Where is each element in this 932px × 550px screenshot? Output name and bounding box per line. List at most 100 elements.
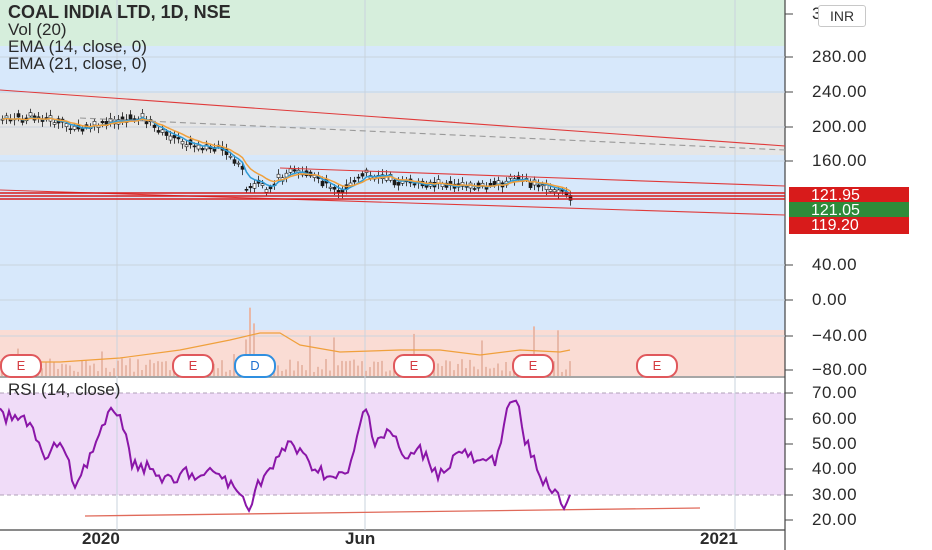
candle-body [108,118,113,123]
volume-bar [437,363,439,376]
volume-bar [501,370,503,376]
volume-bar [377,361,379,376]
volume-bar [229,369,231,376]
volume-bar [461,359,463,376]
volume-bar [133,371,135,376]
volume-bar [369,367,371,376]
trendline-dashed[interactable] [79,117,786,151]
candle-body [244,188,249,191]
earnings-badge[interactable]: E [512,354,554,378]
volume-bar [249,307,251,376]
candle-body [68,128,73,131]
candle-body [544,184,549,190]
volume-bar [561,371,563,376]
candle-body [268,186,273,190]
price-tag[interactable]: 119.20 [789,217,909,234]
volume-bar [389,370,391,376]
price-axis-label: 40.00 [812,255,858,274]
price-tag[interactable]: 121.05 [789,202,909,219]
volume-bar [481,340,483,376]
volume-bar [381,360,383,376]
axis-ticks [785,13,793,521]
volume-bar [77,371,79,376]
candle-body [320,180,325,187]
volume-bar [61,363,63,376]
candle-body [168,135,173,141]
earnings-badge[interactable]: E [172,354,214,378]
volume-bar [445,360,447,376]
candle-body [144,121,149,125]
candle-body [356,176,361,179]
candle-body [0,118,5,121]
volume-bar [469,359,471,376]
chart-legend[interactable]: COAL INDIA LTD, 1D, NSE Vol (20) EMA (14… [8,2,231,73]
earnings-badge[interactable]: E [0,354,42,378]
volume-bar [141,369,143,376]
trendline-channel-bottom[interactable] [0,189,786,216]
rsi-axis-label: 30.00 [812,485,858,504]
volume-bar [93,363,95,376]
candle-body [492,181,497,186]
zone-blue-main [0,155,785,330]
earnings-badge[interactable]: E [393,354,435,378]
volume-bar [113,368,115,376]
volume-bar [117,360,119,376]
candle-body [172,135,177,139]
candle-body [232,159,237,164]
price-axis-label: 280.00 [812,47,867,66]
volume-bar [145,364,147,376]
candle-body [160,129,165,133]
dividend-badge[interactable]: D [234,354,276,378]
candle-body [352,180,357,183]
trendline-channel-top[interactable] [279,167,786,187]
volume-bar [53,361,55,376]
volume-bar [109,371,111,376]
price-axis-label: −40.00 [812,326,868,345]
symbol-title[interactable]: COAL INDIA LTD, 1D, NSE [8,2,231,22]
rsi-band [0,393,785,495]
volume-bar [313,371,315,376]
price-axis-panel[interactable] [785,0,932,550]
earnings-badge[interactable]: E [636,354,678,378]
rsi-trendline[interactable] [84,507,701,517]
volume-bar [217,368,219,376]
volume-bar [129,358,131,376]
volume-bar [153,363,155,376]
candle-body [228,155,233,158]
volume-bar [505,361,507,376]
candle-body [276,173,281,178]
volume-ma-line [0,332,571,363]
price-tag[interactable]: 121.95 [789,187,909,204]
volume-bar [465,368,467,376]
time-axis-label: Jun [345,529,376,548]
volume-bar [553,361,555,376]
candle-body [336,190,341,193]
volume-bar [253,323,255,376]
volume-bar [57,368,59,376]
rsi-axis-label: 60.00 [812,409,858,428]
currency-button[interactable]: INR [818,5,866,27]
volume-bar [385,371,387,376]
candle-body [288,168,293,173]
legend-vol[interactable]: Vol (20) [8,20,67,39]
volume-bar [285,369,287,376]
rsi-axis-label: 50.00 [812,434,858,453]
volume-bar [337,365,339,376]
volume-bar [85,360,87,376]
trendline-upper[interactable] [0,89,786,147]
legend-ema-14[interactable]: EMA (14, close, 0) [8,37,147,56]
volume-bar [329,370,331,376]
candle-body [236,162,241,165]
candle-body [80,128,85,132]
volume-bar [353,359,355,376]
candle-body [392,179,397,186]
candle-body [196,144,201,150]
candle-body [212,147,217,152]
candle-body [528,181,533,188]
volume-bar [557,330,559,376]
candle-body [180,141,185,145]
rsi-legend[interactable]: RSI (14, close) [8,380,121,399]
legend-ema-21[interactable]: EMA (21, close, 0) [8,54,147,73]
volume-bar [97,371,99,376]
